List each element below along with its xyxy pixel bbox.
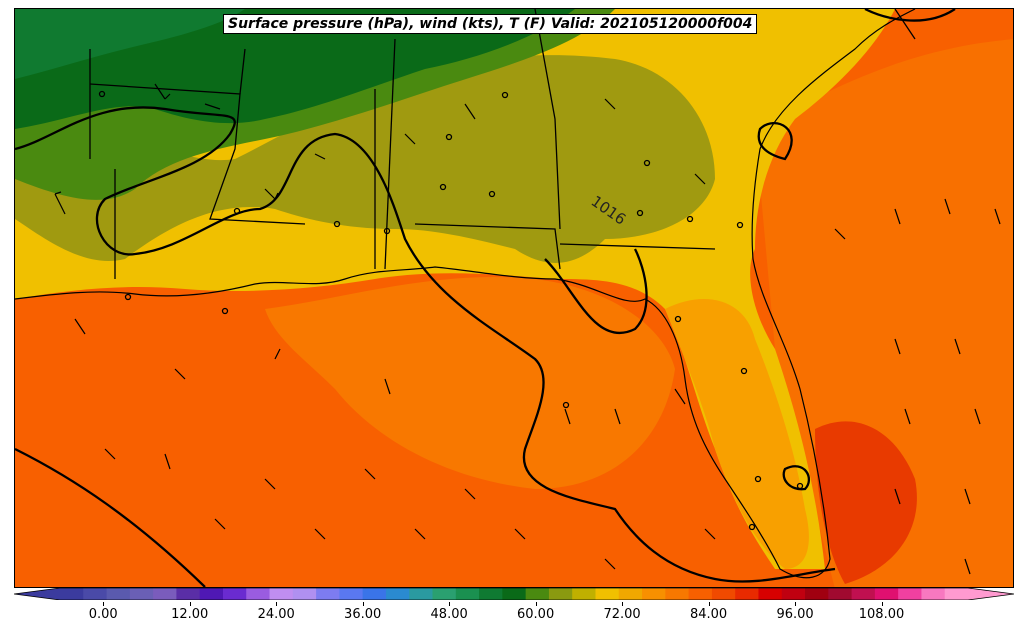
colorbar-segment (758, 588, 783, 600)
colorbar-segment (246, 588, 271, 600)
colorbar-tick (362, 602, 364, 606)
colorbar-tick (708, 602, 710, 606)
colorbar-segment (898, 588, 922, 600)
temperature-map (15, 9, 1013, 587)
colorbar-segment (781, 588, 806, 600)
wind-barbs (54, 83, 1001, 575)
colorbar-tick (795, 602, 797, 606)
colorbar-tick (535, 602, 537, 606)
colorbar-segment (711, 588, 736, 600)
colorbar-tick (276, 602, 278, 606)
colorbar-tick (449, 602, 451, 606)
colorbar-segment (83, 588, 108, 600)
colorbar-segment (479, 588, 503, 600)
coastline (15, 9, 916, 579)
isobars (15, 9, 956, 587)
colorbar-segment (199, 588, 224, 600)
colorbar-segment (339, 588, 364, 600)
colorbar-segment (618, 588, 643, 600)
colorbar-tick-label: 96.00 (776, 607, 814, 622)
colorbar-segment (362, 588, 387, 600)
colorbar-segment (455, 588, 480, 600)
colorbar-segment (595, 588, 620, 600)
colorbar-segment (944, 588, 969, 600)
colorbar-tick (189, 602, 191, 606)
colorbar-max-extend (968, 588, 1014, 600)
colorbar-segment (222, 588, 247, 600)
colorbar-segment (292, 588, 317, 600)
colorbar-segment (735, 588, 759, 600)
colorbar-segment (828, 588, 853, 600)
colorbar-segment (665, 588, 690, 600)
colorbar-segment (129, 588, 154, 600)
colorbar-segment (176, 588, 201, 600)
colorbar-segment (106, 588, 131, 600)
map-panel (14, 8, 1014, 588)
colorbar-tick-label: 12.00 (171, 607, 209, 622)
colorbar-tick-label: 60.00 (517, 607, 555, 622)
colorbar-segment (60, 588, 84, 600)
colorbar-tick (622, 602, 624, 606)
colorbar-tick-label: 84.00 (689, 607, 728, 622)
colorbar-segment (269, 588, 294, 600)
colorbar-tick-label: 108.00 (858, 607, 905, 622)
colorbar-tick-label: 24.00 (257, 607, 295, 622)
colorbar-tick (881, 602, 883, 606)
colorbar-segment (525, 588, 550, 600)
colorbar-segment (874, 588, 899, 600)
gulf-warm-band (265, 276, 675, 489)
colorbar-tick (103, 602, 105, 606)
colorbar-segment (502, 588, 527, 600)
colorbar-segment (409, 588, 434, 600)
map-title: Surface pressure (hPa), wind (kts), T (F… (223, 14, 758, 34)
land-green-deep (15, 9, 245, 79)
land-olive (15, 55, 715, 263)
colorbar-tick-label: 36.00 (344, 607, 382, 622)
colorbar-segment (851, 588, 876, 600)
florida-warm (665, 299, 809, 569)
colorbar-tick-label: 72.00 (603, 607, 641, 622)
colorbar-segment (688, 588, 713, 600)
colorbar-segment (921, 588, 946, 600)
state-borders (89, 9, 916, 279)
colorbar-min-extend (14, 588, 60, 600)
colorbar-segment (548, 588, 573, 600)
colorbar-segment (432, 588, 457, 600)
colorbar-tick-label: 48.00 (430, 607, 468, 622)
atlantic-hot-patch (815, 421, 917, 584)
calm-wind-circles (98, 90, 804, 531)
colorbar-segment (153, 588, 177, 600)
temperature-colorbar (14, 588, 1014, 600)
colorbar-segment (572, 588, 596, 600)
colorbar-segment (316, 588, 340, 600)
colorbar-tick-label: 0.00 (88, 607, 118, 622)
colorbar-segment (642, 588, 666, 600)
colorbar-segment (805, 588, 829, 600)
colorbar-segment (385, 588, 410, 600)
